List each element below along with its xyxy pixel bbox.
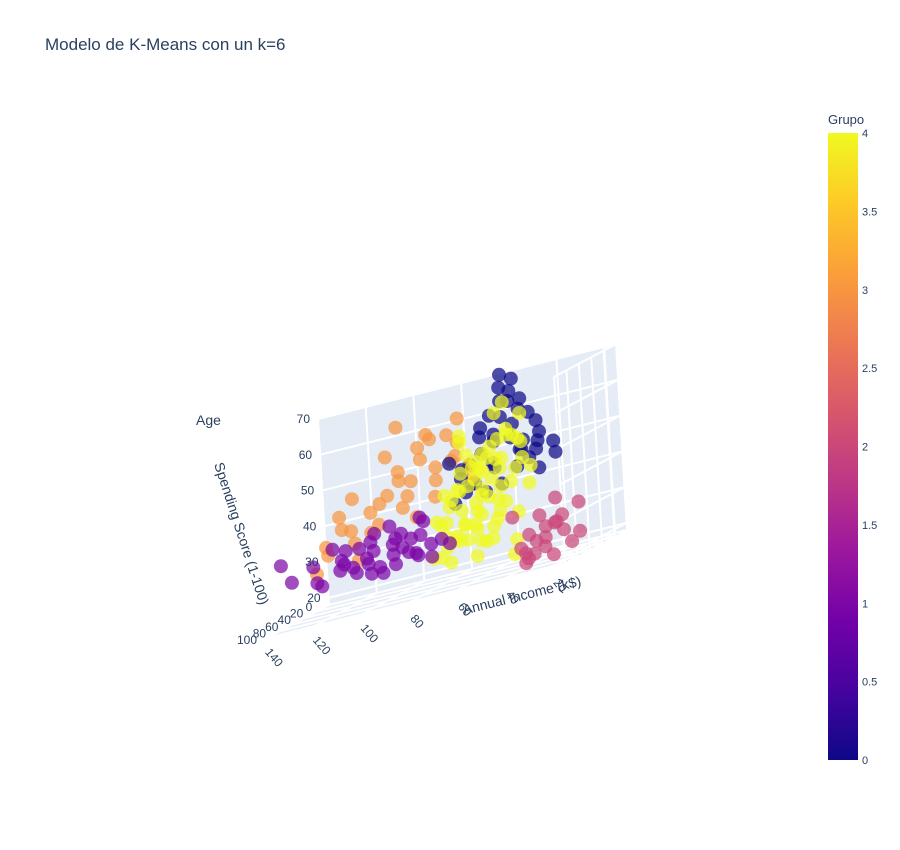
data-point-group-1[interactable]	[414, 528, 428, 542]
data-point-group-0[interactable]	[492, 368, 506, 382]
data-point-group-4[interactable]	[445, 493, 459, 507]
data-point-group-1[interactable]	[274, 559, 288, 573]
data-point-group-3[interactable]	[429, 473, 443, 487]
colorbar-tick-label: 1.5	[862, 520, 877, 532]
colorbar: Grupo 0 0.5 1 1.5 2 2.5 3 3.5 4	[828, 112, 877, 767]
data-point-group-3[interactable]	[404, 474, 418, 488]
data-point-group-4[interactable]	[469, 455, 483, 469]
data-point-group-1[interactable]	[285, 576, 299, 590]
data-point-group-4[interactable]	[452, 430, 466, 444]
data-point-group-4[interactable]	[512, 406, 526, 420]
colorbar-ticks: 0 0.5 1 1.5 2 2.5 3 3.5 4	[862, 128, 877, 767]
data-point-group-1[interactable]	[339, 544, 353, 558]
data-point-group-1[interactable]	[411, 548, 425, 562]
data-point-group-4[interactable]	[430, 516, 444, 530]
z-axis-title: Age	[196, 412, 221, 428]
data-point-group-4[interactable]	[453, 467, 467, 481]
data-point-group-3[interactable]	[392, 474, 406, 488]
data-point-group-3[interactable]	[335, 523, 349, 537]
data-point-group-1[interactable]	[389, 557, 403, 571]
data-point-group-4[interactable]	[523, 476, 537, 490]
data-point-group-3[interactable]	[363, 506, 377, 520]
y-tick-label: 20	[290, 607, 304, 621]
data-point-group-3[interactable]	[413, 453, 427, 467]
data-point-group-4[interactable]	[493, 504, 507, 518]
data-point-group-4[interactable]	[498, 422, 512, 436]
data-point-group-2[interactable]	[548, 516, 562, 530]
data-point-group-4[interactable]	[471, 549, 485, 563]
data-point-group-3[interactable]	[450, 412, 464, 426]
data-point-group-0[interactable]	[549, 445, 563, 459]
z-tick-label: 60	[299, 448, 313, 462]
data-point-group-2[interactable]	[548, 491, 562, 505]
colorbar-tick-label: 4	[862, 128, 868, 140]
data-point-group-4[interactable]	[455, 504, 469, 518]
data-point-group-1[interactable]	[337, 558, 351, 572]
z-tick-label: 20	[307, 591, 321, 605]
x-tick-label: 80	[407, 612, 427, 631]
data-point-group-3[interactable]	[400, 489, 414, 503]
data-point-group-0[interactable]	[491, 381, 505, 395]
colorbar-tick-label: 0	[862, 755, 868, 767]
data-point-group-2[interactable]	[572, 495, 586, 509]
data-point-group-0[interactable]	[531, 433, 545, 447]
colorbar-title: Grupo	[828, 112, 864, 127]
data-point-group-1[interactable]	[386, 538, 400, 552]
data-point-group-3[interactable]	[388, 421, 402, 435]
colorbar-tick-label: 2.5	[862, 363, 877, 375]
data-point-group-3[interactable]	[428, 460, 442, 474]
data-point-group-3[interactable]	[378, 451, 392, 465]
data-point-group-1[interactable]	[363, 535, 377, 549]
z-tick-label: 70	[297, 412, 311, 426]
chart-title: Modelo de K-Means con un k=6	[45, 35, 286, 54]
data-point-group-1[interactable]	[362, 557, 376, 571]
data-point-group-3[interactable]	[345, 492, 359, 506]
data-point-group-1[interactable]	[425, 550, 439, 564]
z-tick-label: 50	[301, 484, 315, 498]
colorbar-gradient	[828, 133, 858, 760]
data-point-group-3[interactable]	[439, 428, 453, 442]
colorbar-tick-label: 0.5	[862, 677, 877, 689]
data-point-group-4[interactable]	[487, 531, 501, 545]
y-tick-label: 100	[237, 633, 257, 647]
z-tick-label: 30	[305, 555, 319, 569]
colorbar-tick-label: 2	[862, 442, 868, 454]
data-point-group-1[interactable]	[377, 566, 391, 580]
y-tick-label: 60	[265, 620, 279, 634]
data-point-group-2[interactable]	[539, 530, 553, 544]
data-point-group-2[interactable]	[565, 534, 579, 548]
data-point-group-1[interactable]	[326, 543, 340, 557]
z-tick-label: 40	[303, 519, 317, 533]
data-point-group-2[interactable]	[505, 511, 519, 525]
y-tick-label: 40	[278, 613, 292, 627]
data-point-group-3[interactable]	[418, 428, 432, 442]
colorbar-tick-label: 3.5	[862, 206, 877, 218]
data-point-group-4[interactable]	[487, 519, 501, 533]
colorbar-tick-label: 1	[862, 598, 868, 610]
data-point-group-1[interactable]	[416, 514, 430, 528]
data-point-group-0[interactable]	[442, 457, 456, 471]
data-point-group-3[interactable]	[332, 511, 346, 525]
data-point-group-0[interactable]	[472, 430, 486, 444]
x-tick-label: 140	[262, 645, 286, 670]
y-axis-title: Spending Score (1-100)	[211, 460, 272, 606]
scene-3d[interactable]: 2040608010012014002040608010020304050607…	[196, 344, 627, 670]
data-point-group-3[interactable]	[410, 441, 424, 455]
data-point-group-1[interactable]	[350, 566, 364, 580]
x-tick-label: 100	[358, 621, 382, 646]
data-point-group-4[interactable]	[515, 450, 529, 464]
data-point-group-4[interactable]	[469, 517, 483, 531]
data-point-group-1[interactable]	[382, 520, 396, 534]
data-point-group-4[interactable]	[487, 406, 501, 420]
colorbar-tick-label: 3	[862, 285, 868, 297]
data-point-group-2[interactable]	[522, 528, 536, 542]
data-point-group-1[interactable]	[310, 576, 324, 590]
x-tick-label: 120	[310, 633, 334, 658]
data-point-group-2[interactable]	[519, 546, 533, 560]
